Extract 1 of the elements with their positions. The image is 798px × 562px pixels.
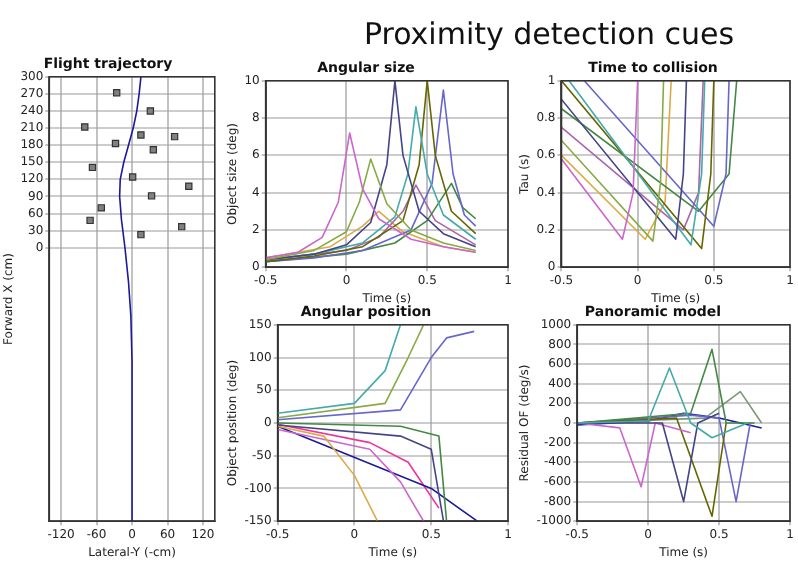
text: Proximity detection cues bbox=[361, 16, 737, 52]
